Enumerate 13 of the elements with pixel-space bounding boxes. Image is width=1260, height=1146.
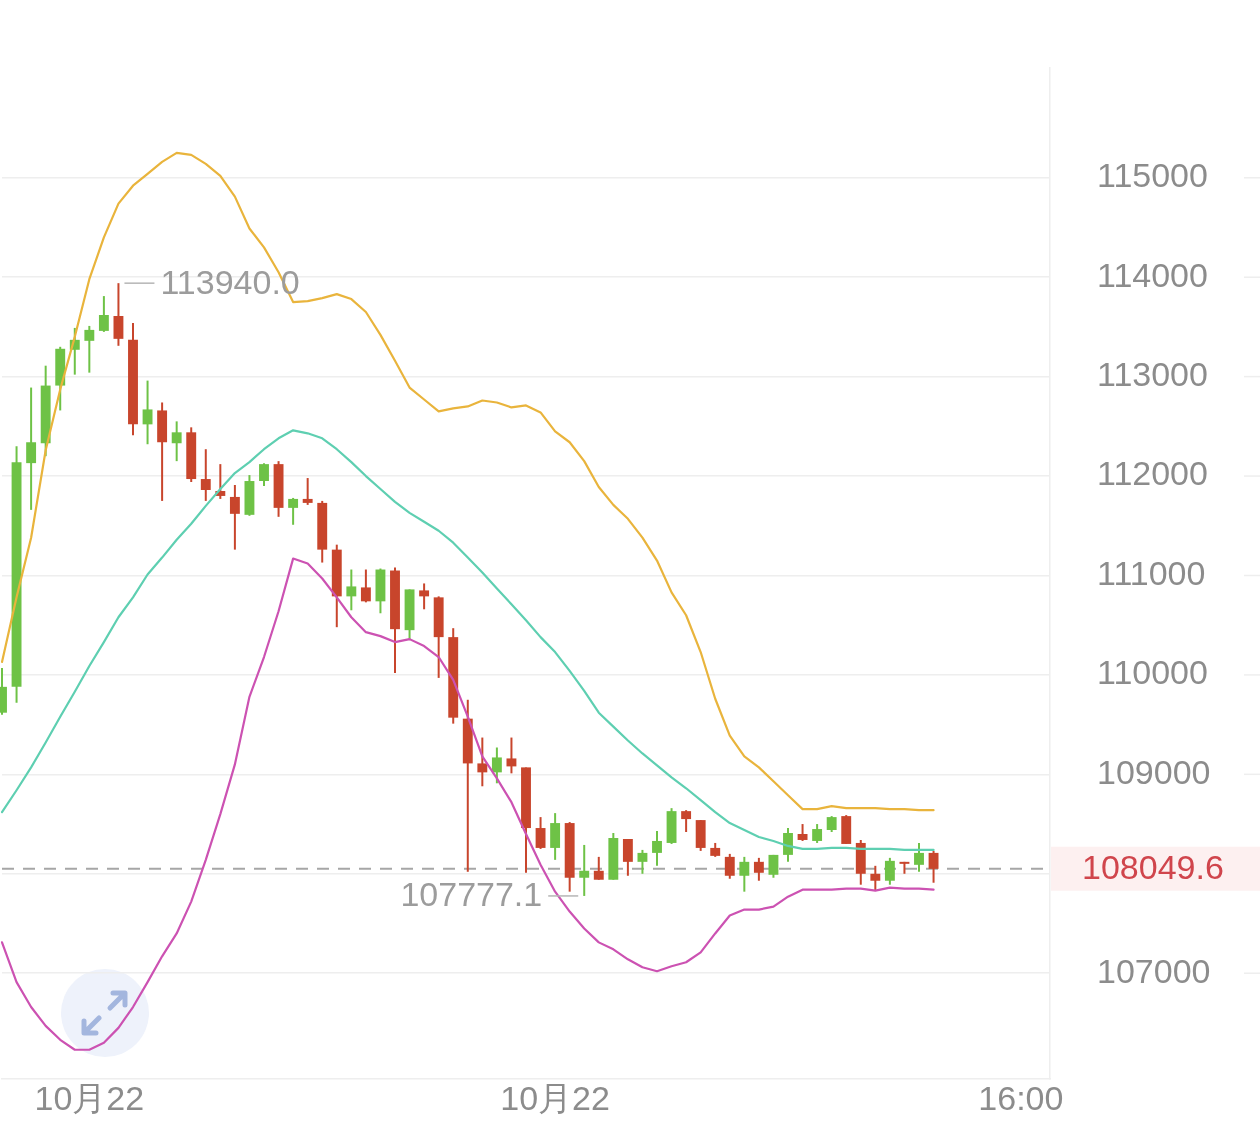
x-tick-label: 10月22	[34, 1079, 145, 1118]
y-tick-label: 111000	[1097, 553, 1206, 592]
y-tick-label: 113000	[1097, 355, 1208, 393]
y-tick-label: 109000	[1097, 752, 1211, 791]
y-tick-label: 107000	[1097, 951, 1211, 990]
y-tick-label: 115000	[1097, 156, 1208, 195]
x-tick-label: 10月22	[500, 1079, 610, 1118]
y-tick-label: 110000	[1097, 653, 1208, 692]
y-tick-label: 114000	[1097, 255, 1208, 294]
annotation: 107777.1	[400, 875, 543, 914]
ref-line-label: 108049.6	[1082, 848, 1224, 887]
x-tick-label: 16:00	[978, 1079, 1064, 1118]
y-tick-label: 112000	[1097, 454, 1208, 493]
